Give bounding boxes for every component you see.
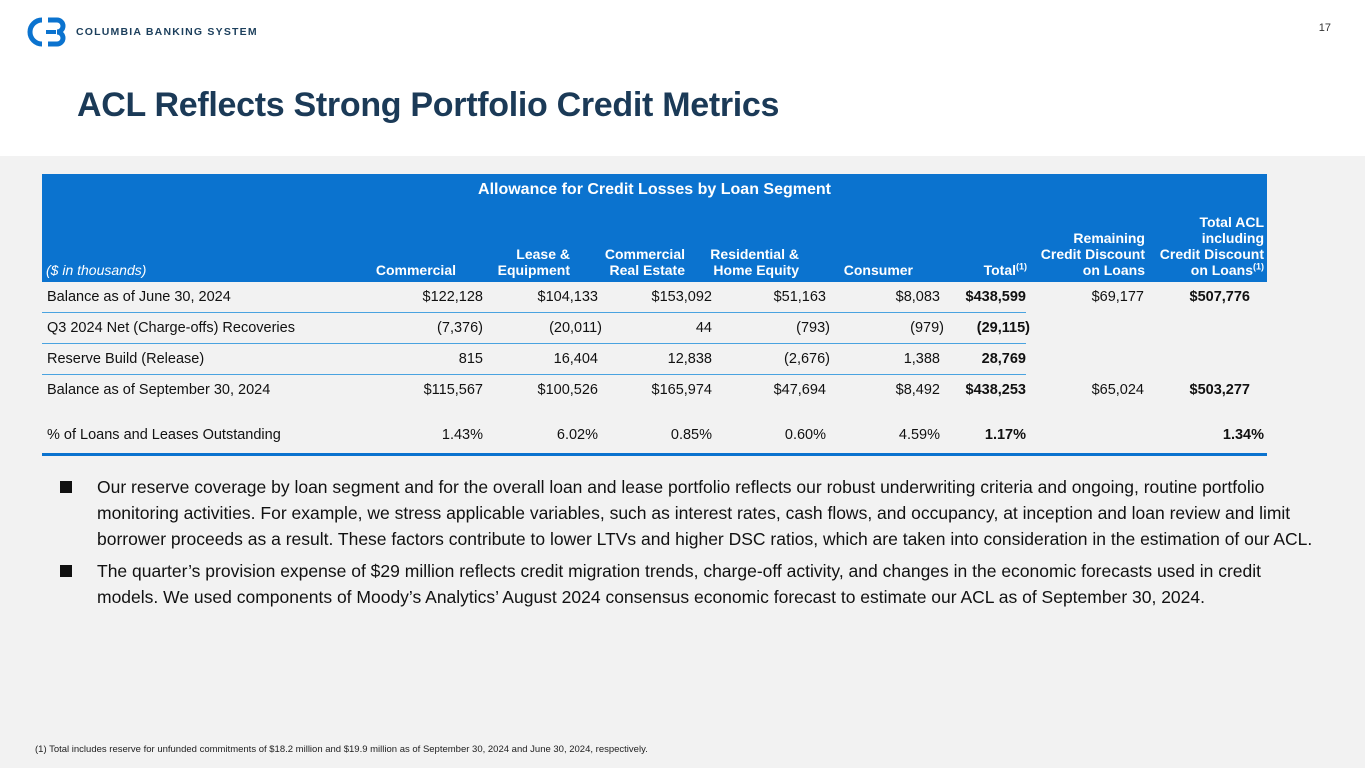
table-row: Balance as of June 30, 2024 $122,128 $10… xyxy=(42,282,1267,313)
col-remaining-credit-discount: Remaining Credit Discount on Loans xyxy=(1040,230,1145,278)
col-consumer: Consumer xyxy=(843,262,913,278)
table-title: Allowance for Credit Losses by Loan Segm… xyxy=(478,181,831,198)
page-title: ACL Reflects Strong Portfolio Credit Met… xyxy=(77,86,780,124)
slide-header: COLUMBIA BANKING SYSTEM 17 ACL Reflects … xyxy=(0,0,1365,156)
company-logo: COLUMBIA BANKING SYSTEM xyxy=(26,17,258,47)
table-header: Allowance for Credit Losses by Loan Segm… xyxy=(42,174,1267,282)
table-row: Reserve Build (Release) 815 16,404 12,83… xyxy=(42,344,1267,375)
bullet-item: Our reserve coverage by loan segment and… xyxy=(60,474,1320,552)
col-total-acl: Total ACL including Credit Discount on Loan… xyxy=(1159,214,1264,278)
row-divider xyxy=(42,374,1026,375)
col-commercial: Commercial xyxy=(375,262,456,278)
row-divider xyxy=(42,343,1026,344)
page-number: 17 xyxy=(1318,22,1331,34)
acl-table: Allowance for Credit Losses by Loan Segm… xyxy=(42,174,1267,456)
footnote: (1) Total includes reserve for unfunded … xyxy=(35,744,648,755)
square-bullet-icon xyxy=(60,481,72,493)
bullet-list: Our reserve coverage by loan segment and… xyxy=(60,474,1320,616)
bullet-item: The quarter’s provision expense of $29 m… xyxy=(60,558,1320,610)
col-total: Total(1) xyxy=(983,261,1027,278)
cb-logo-icon xyxy=(27,17,66,47)
row-divider xyxy=(42,312,1026,313)
square-bullet-icon xyxy=(60,565,72,577)
col-commercial-real-estate: Commercial Real Estate xyxy=(604,246,685,278)
units-label: ($ in thousands) xyxy=(46,262,147,278)
table-row: Balance as of September 30, 2024 $115,56… xyxy=(47,382,1250,398)
table-row: Q3 2024 Net (Charge-offs) Recoveries (7,… xyxy=(42,313,1267,344)
table-row: % of Loans and Leases Outstanding 1.43% … xyxy=(47,427,1264,443)
logo-text: COLUMBIA BANKING SYSTEM xyxy=(76,26,258,38)
col-residential-home-equity: Residential & Home Equity xyxy=(710,246,799,278)
col-lease-equipment: Lease & Equipment xyxy=(497,246,570,278)
table-bottom-border xyxy=(42,453,1267,456)
